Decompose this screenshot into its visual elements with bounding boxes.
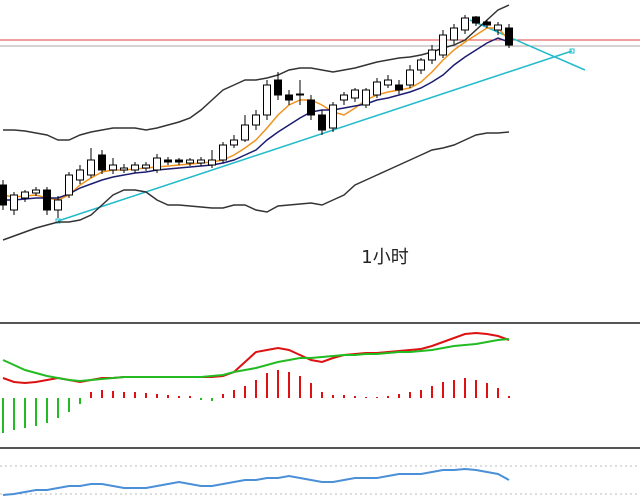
candle-body <box>175 159 183 163</box>
candle-body <box>252 114 260 126</box>
candle-body <box>241 124 249 141</box>
indicator-line <box>3 4 510 141</box>
candle-body <box>153 157 161 171</box>
candle-body <box>54 199 62 211</box>
indicator-line <box>2 131 510 241</box>
indicator-line <box>2 27 510 201</box>
candle-body <box>21 191 29 199</box>
candle-body <box>472 16 480 24</box>
candle-body <box>461 17 469 31</box>
candle-body <box>120 167 128 171</box>
candle-body <box>285 94 293 101</box>
candle-body <box>32 189 40 194</box>
indicator-line <box>2 338 510 383</box>
candle-body <box>439 34 447 56</box>
trend-line <box>57 50 573 222</box>
candle-body <box>230 139 238 146</box>
candle-body <box>373 81 381 96</box>
indicator-line <box>3 37 510 201</box>
candle-body <box>98 154 106 171</box>
candle-body <box>329 104 337 129</box>
candle-body <box>87 159 95 176</box>
candle-body <box>406 69 414 86</box>
candle-body <box>428 49 436 61</box>
candle-body <box>494 24 502 31</box>
candle-body <box>142 164 150 169</box>
candle-body <box>186 159 194 164</box>
candle-body <box>483 21 491 26</box>
candle-body <box>307 99 315 116</box>
candle-body <box>10 194 18 211</box>
candle-body <box>362 89 370 106</box>
candle-body <box>417 59 425 71</box>
candle-body <box>395 84 403 91</box>
candle-body <box>164 159 172 163</box>
candle-body <box>351 89 359 99</box>
candle-body <box>263 84 271 116</box>
candle-body <box>76 169 84 181</box>
candle-body <box>208 159 216 166</box>
candle-body <box>274 79 282 96</box>
candle-body <box>296 93 304 96</box>
candle-body <box>219 144 227 161</box>
candle-body <box>43 189 51 211</box>
candle-body <box>505 27 513 46</box>
annotation: 1小时 <box>361 247 408 268</box>
trend-handle <box>55 218 61 224</box>
candle-body <box>197 159 205 164</box>
indicator-line <box>2 467 510 496</box>
candle-body <box>65 174 73 196</box>
candle-body <box>340 94 348 101</box>
candle-body <box>384 79 392 86</box>
candle-body <box>109 164 117 171</box>
candle-body <box>450 27 458 41</box>
candle-body <box>0 184 7 206</box>
candle-body <box>318 114 326 131</box>
trend-handle <box>569 48 575 54</box>
candle-body <box>131 164 139 171</box>
